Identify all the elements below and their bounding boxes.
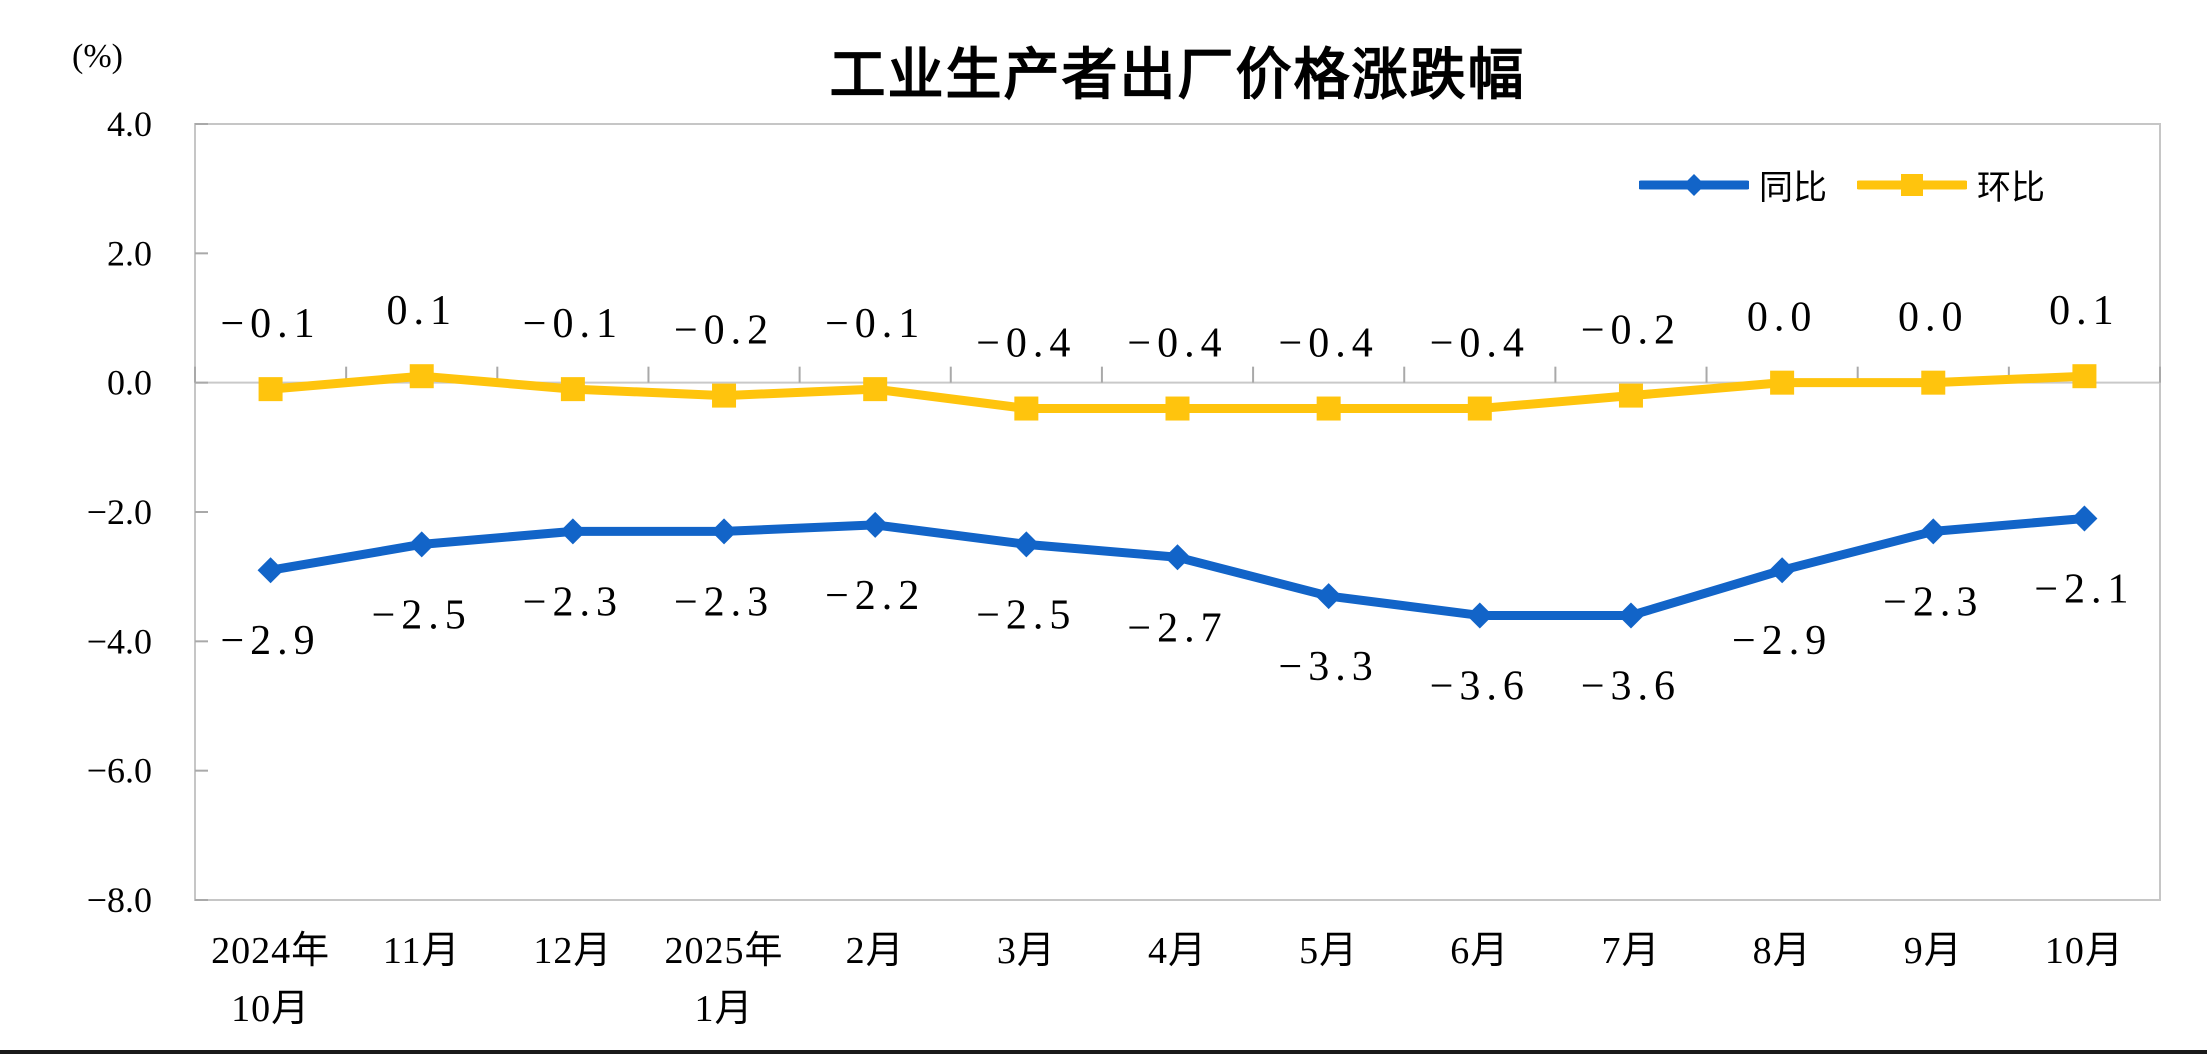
legend-label-yoy: 同比 bbox=[1759, 169, 1827, 207]
x-axis-label: 10月 bbox=[2045, 930, 2124, 972]
x-axis-label: 7月 bbox=[1601, 930, 1660, 972]
mom-marker bbox=[1921, 370, 1946, 395]
yoy-marker bbox=[711, 518, 738, 545]
yoy-data-label: −2.5 bbox=[976, 592, 1076, 638]
mom-marker bbox=[1770, 370, 1795, 395]
yoy-marker bbox=[1164, 544, 1191, 571]
x-axis-label: 2024年 bbox=[211, 930, 330, 972]
mom-marker bbox=[560, 377, 585, 402]
y-axis-label: −6.0 bbox=[87, 751, 152, 791]
mom-marker bbox=[863, 377, 888, 402]
mom-data-label: −0.4 bbox=[1279, 321, 1379, 367]
x-axis-label: 12月 bbox=[533, 930, 612, 972]
yoy-data-label: −2.9 bbox=[1732, 618, 1832, 664]
mom-data-label: −0.2 bbox=[674, 308, 774, 354]
y-axis-label: 0.0 bbox=[107, 363, 152, 403]
mom-marker bbox=[712, 383, 737, 408]
yoy-data-label: −2.5 bbox=[372, 592, 472, 638]
mom-data-label: −0.4 bbox=[976, 321, 1076, 367]
mom-data-label: −0.2 bbox=[1581, 308, 1681, 354]
yoy-marker bbox=[2071, 505, 2098, 532]
mom-data-label: 0.0 bbox=[1747, 295, 1818, 341]
yoy-marker bbox=[1466, 602, 1493, 629]
mom-marker bbox=[409, 364, 434, 389]
yoy-marker bbox=[1617, 602, 1644, 629]
x-axis-label: 6月 bbox=[1450, 930, 1509, 972]
legend-item-mom: 环比 bbox=[1857, 160, 2045, 209]
x-axis-label: 4月 bbox=[1148, 930, 1207, 972]
mom-marker bbox=[1316, 396, 1341, 421]
legend-item-yoy: 同比 bbox=[1639, 160, 1827, 209]
x-axis-label: 8月 bbox=[1753, 930, 1812, 972]
x-axis-label: 5月 bbox=[1299, 930, 1358, 972]
mom-marker bbox=[1165, 396, 1190, 421]
y-axis-unit-label: (%) bbox=[72, 38, 123, 75]
mom-legend-swatch-icon bbox=[1857, 173, 1967, 196]
yoy-data-label: −2.1 bbox=[2034, 566, 2134, 612]
mom-data-label: −0.1 bbox=[220, 301, 320, 347]
y-axis-label: −4.0 bbox=[87, 621, 152, 661]
yoy-marker bbox=[408, 531, 435, 558]
plot-border bbox=[194, 123, 2161, 901]
mom-data-label: −0.1 bbox=[523, 301, 623, 347]
yoy-marker bbox=[1769, 557, 1796, 584]
mom-data-label: −0.4 bbox=[1430, 321, 1530, 367]
x-axis-label: 1月 bbox=[695, 988, 754, 1030]
mom-marker bbox=[2072, 364, 2097, 389]
mom-data-label: −0.4 bbox=[1127, 321, 1227, 367]
yoy-data-label: −2.3 bbox=[523, 579, 623, 625]
y-axis-label: −8.0 bbox=[87, 880, 152, 920]
yoy-legend-swatch-icon bbox=[1639, 173, 1749, 196]
yoy-marker bbox=[1013, 531, 1040, 558]
mom-data-label: 0.1 bbox=[2049, 288, 2120, 334]
x-axis-label: 10月 bbox=[231, 988, 310, 1030]
yoy-marker bbox=[1920, 518, 1947, 545]
yoy-data-label: −2.3 bbox=[674, 579, 774, 625]
yoy-marker bbox=[1315, 583, 1342, 610]
x-axis-label: 2月 bbox=[846, 930, 905, 972]
mom-marker bbox=[1618, 383, 1643, 408]
yoy-data-label: −2.9 bbox=[220, 618, 320, 664]
yoy-data-label: −3.6 bbox=[1430, 663, 1530, 709]
mom-marker bbox=[1014, 396, 1039, 421]
legend-label-mom: 环比 bbox=[1977, 169, 2045, 207]
yoy-data-label: −2.2 bbox=[825, 573, 925, 619]
yoy-marker bbox=[559, 518, 586, 545]
yoy-data-label: −2.3 bbox=[1883, 579, 1983, 625]
yoy-data-label: −2.7 bbox=[1127, 605, 1227, 651]
mom-data-label: 0.1 bbox=[386, 288, 457, 334]
x-axis-label: 3月 bbox=[997, 930, 1056, 972]
y-axis-label: −2.0 bbox=[87, 492, 152, 532]
chart-title: 工业生产者出厂价格涨跌幅 bbox=[829, 43, 1526, 106]
x-axis-label: 11月 bbox=[383, 930, 461, 972]
x-axis-label: 2025年 bbox=[665, 930, 784, 972]
page-bottom-rule bbox=[0, 1050, 2207, 1054]
y-axis-label: 4.0 bbox=[107, 104, 152, 144]
mom-marker bbox=[258, 377, 283, 402]
yoy-marker bbox=[862, 511, 889, 538]
mom-marker bbox=[1467, 396, 1492, 421]
chart-legend: 同比 环比 bbox=[1639, 160, 2045, 209]
yoy-marker bbox=[257, 557, 284, 584]
y-axis-label: 2.0 bbox=[107, 233, 152, 273]
mom-data-label: 0.0 bbox=[1898, 295, 1969, 341]
yoy-data-label: −3.6 bbox=[1581, 663, 1681, 709]
yoy-data-label: −3.3 bbox=[1279, 644, 1379, 690]
x-axis-label: 9月 bbox=[1904, 930, 1963, 972]
mom-data-label: −0.1 bbox=[825, 301, 925, 347]
